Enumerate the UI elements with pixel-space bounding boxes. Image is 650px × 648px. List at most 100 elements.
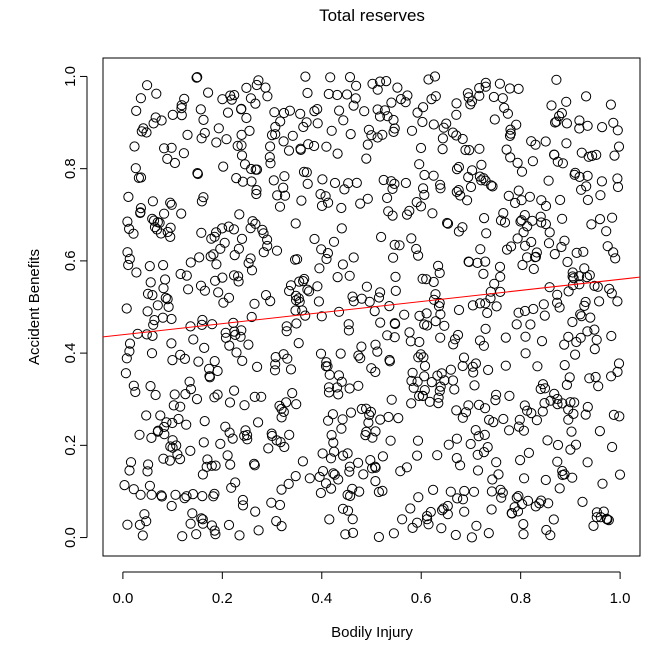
scatter-point	[295, 108, 306, 120]
scatter-point	[458, 352, 470, 363]
scatter-point	[340, 529, 351, 540]
scatter-point	[206, 233, 217, 244]
scatter-point	[359, 106, 370, 117]
scatter-point	[422, 514, 433, 525]
scatter-point	[170, 489, 181, 500]
scatter-point	[229, 385, 240, 396]
scatter-point	[552, 456, 563, 467]
x-axis-label: Bodily Injury	[331, 624, 413, 641]
scatter-point	[389, 332, 400, 343]
scatter-point	[525, 319, 536, 330]
scatter-point	[594, 296, 605, 307]
scatter-point	[484, 414, 495, 425]
scatter-point	[187, 489, 199, 500]
scatter-point	[474, 143, 485, 154]
scatter-point	[317, 466, 329, 477]
scatter-point	[536, 336, 548, 347]
scatter-point	[591, 507, 603, 518]
scatter-point	[537, 406, 548, 417]
scatter-point	[594, 214, 606, 225]
scatter-point	[224, 397, 236, 408]
scatter-point	[435, 309, 446, 320]
scatter-point	[204, 371, 215, 382]
scatter-point	[363, 124, 374, 135]
scatter-point	[194, 252, 205, 263]
scatter-point	[494, 261, 506, 272]
scatter-point	[555, 194, 566, 206]
scatter-point	[152, 300, 163, 311]
scatter-point	[421, 308, 432, 319]
scatter-point	[516, 195, 527, 206]
scatter-point	[554, 111, 565, 122]
scatter-point	[239, 400, 250, 411]
scatter-point	[290, 218, 301, 229]
y-tick-label: 0.6	[62, 250, 79, 271]
scatter-point	[384, 354, 395, 366]
scatter-point	[434, 297, 445, 309]
scatter-point	[411, 243, 422, 255]
scatter-point	[265, 158, 276, 169]
y-tick-label: 0.4	[62, 343, 79, 364]
scatter-point	[468, 367, 479, 378]
scatter-point	[347, 514, 358, 525]
scatter-point	[320, 478, 332, 489]
scatter-point	[460, 144, 471, 156]
scatter-point	[312, 118, 323, 129]
scatter-point	[536, 495, 547, 506]
scatter-point	[513, 421, 525, 432]
scatter-point	[552, 297, 563, 308]
scatter-point	[294, 276, 305, 287]
scatter-point	[234, 209, 245, 220]
scatter-point	[373, 292, 385, 303]
scatter-point	[291, 399, 302, 410]
scatter-point	[490, 395, 501, 406]
scatter-point	[329, 446, 340, 457]
scatter-point	[390, 318, 401, 330]
scatter-point	[415, 142, 427, 154]
scatter-point	[278, 136, 289, 147]
scatter-point	[465, 438, 476, 450]
scatter-point	[366, 130, 377, 141]
scatter-point	[146, 348, 158, 359]
scatter-point	[481, 228, 492, 239]
scatter-point	[181, 270, 192, 281]
scatter-point	[364, 409, 375, 421]
scatter-point	[605, 99, 617, 110]
scatter-point	[342, 489, 353, 500]
scatter-point	[283, 145, 295, 156]
scatter-point	[313, 296, 324, 307]
scatter-point	[376, 231, 387, 243]
scatter-point	[285, 364, 297, 375]
scatter-point	[258, 247, 269, 258]
scatter-point	[323, 382, 335, 393]
scatter-point	[172, 449, 183, 460]
scatter-point	[574, 123, 585, 134]
scatter-point	[333, 306, 345, 317]
scatter-points	[119, 71, 626, 543]
scatter-point	[269, 107, 280, 118]
scatter-point	[568, 408, 579, 419]
scatter-point	[427, 208, 438, 219]
scatter-point	[428, 119, 439, 130]
scatter-point	[270, 121, 281, 133]
scatter-point	[613, 141, 625, 152]
scatter-point	[587, 150, 598, 161]
scatter-point	[413, 352, 424, 363]
scatter-point	[211, 137, 222, 148]
scatter-point	[612, 125, 623, 136]
scatter-point	[245, 223, 256, 234]
scatter-point	[237, 494, 248, 506]
scatter-point	[539, 310, 550, 321]
scatter-point	[367, 432, 378, 443]
scatter-point	[176, 100, 187, 111]
scatter-point	[147, 290, 158, 301]
scatter-point	[287, 388, 298, 399]
scatter-point	[236, 325, 247, 336]
scatter-point	[459, 506, 470, 517]
scatter-point	[290, 471, 301, 482]
scatter-point	[557, 213, 568, 224]
scatter-point	[465, 181, 477, 193]
scatter-point	[577, 496, 588, 507]
scatter-point	[124, 338, 136, 349]
scatter-point	[585, 312, 596, 323]
